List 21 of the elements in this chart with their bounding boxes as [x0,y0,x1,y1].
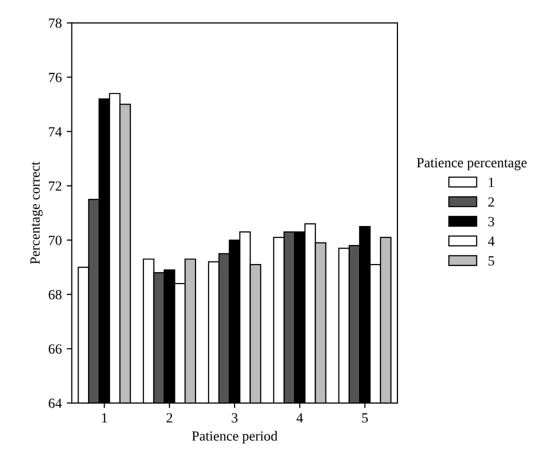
y-axis-title: Percentage correct [30,162,43,264]
x-tick-label: 4 [296,413,303,422]
y-tick-label: 64 [48,398,62,408]
legend-label: 5 [488,256,494,266]
y-tick-label: 78 [49,18,62,28]
y-tick-label: 70 [49,236,62,246]
y-tick-label: 74 [49,127,62,136]
y-tick-label: 68 [48,290,62,300]
x-tick-label: 3 [232,413,238,423]
x-tick-label: 1 [102,413,107,422]
y-tick-label: 72 [49,181,62,191]
x-axis-title: Patience period [192,430,278,444]
legend-label: 1 [488,178,494,187]
y-tick-label: 66 [48,344,62,354]
x-tick-label: 2 [166,413,172,422]
legend-label: 3 [488,216,494,226]
legend-label: 4 [488,236,494,246]
y-tick-label: 76 [49,72,62,82]
legend-label: 2 [488,197,494,207]
x-tick-label: 5 [362,413,368,423]
legend-title: Patience percentage [416,158,527,170]
